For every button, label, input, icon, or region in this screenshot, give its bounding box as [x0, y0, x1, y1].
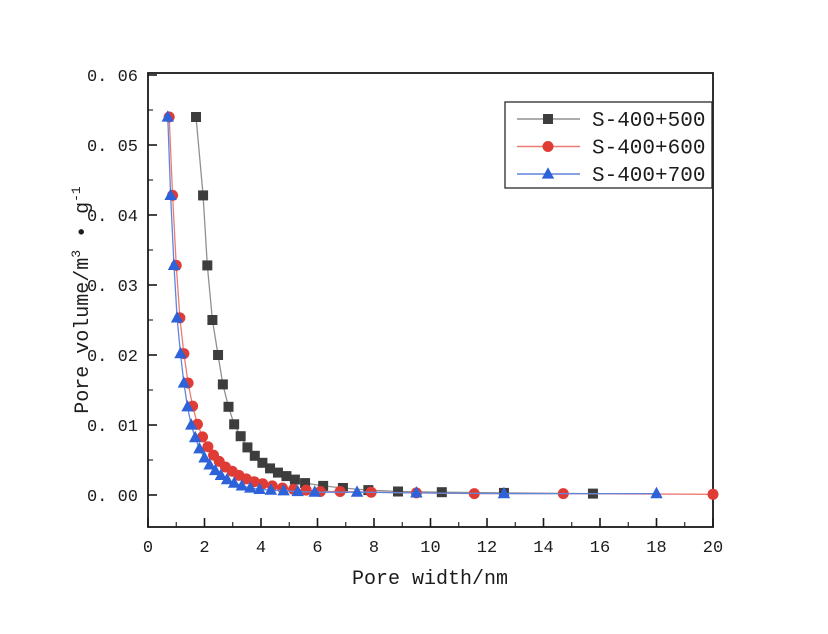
triangle-marker	[193, 442, 206, 454]
y-tick-label: 0. 05	[87, 138, 138, 157]
circle-marker	[202, 441, 214, 453]
triangle-marker	[277, 484, 290, 496]
triangle-marker	[308, 485, 321, 497]
triangle-marker	[244, 481, 257, 493]
x-tick-label: 18	[646, 539, 666, 558]
square-marker	[289, 474, 300, 485]
y-tick-label: 0. 01	[87, 418, 138, 437]
triangle-marker	[161, 110, 174, 122]
x-tick-label: 16	[590, 539, 610, 558]
y-axis-title-sup3: 3	[69, 250, 84, 258]
x-tick-label: 0	[143, 539, 153, 558]
triangle-marker	[220, 472, 234, 485]
axes-frame: 0 2 4 6 8 10 12 14 16 18 20 0. 00 0. 01 0. 02 0. 03 0. …	[87, 68, 723, 558]
triangle-marker	[164, 188, 177, 200]
x-tick-label: 10	[420, 539, 440, 558]
square-marker	[300, 478, 311, 489]
series-S-400+700	[161, 110, 663, 499]
triangle-marker	[198, 451, 211, 463]
y-axis-title-sup-1: -1	[69, 186, 84, 202]
x-tick-label: 14	[533, 539, 553, 558]
square-marker	[198, 190, 209, 201]
square-marker	[543, 114, 553, 124]
square-marker	[393, 486, 404, 497]
triangle-marker	[185, 418, 198, 430]
triangle-marker	[497, 486, 511, 499]
legend-label: S-400+700	[592, 165, 705, 188]
triangle-marker	[174, 346, 187, 359]
x-tick-label: 4	[256, 539, 266, 558]
y-tick-label: 0. 00	[87, 488, 138, 507]
square-marker	[257, 457, 268, 468]
triangle-marker	[291, 484, 304, 497]
x-tick-label: 20	[703, 539, 723, 558]
y-tick-label: 0. 03	[87, 278, 138, 297]
triangle-marker	[264, 483, 278, 495]
triangle-marker	[541, 167, 555, 179]
square-marker	[249, 450, 260, 461]
legend-label: S-400+500	[592, 110, 705, 133]
legend-label: S-400+600	[592, 138, 705, 161]
square-marker	[265, 463, 276, 474]
x-axis-title: Pore width/nm	[352, 568, 508, 591]
legend-entry-S-400+700: S-400+700	[517, 165, 705, 188]
square-marker	[436, 487, 447, 498]
square-marker	[229, 419, 240, 430]
square-marker	[213, 350, 224, 360]
triangle-marker	[650, 486, 663, 499]
square-marker	[242, 442, 253, 453]
triangle-marker	[235, 479, 248, 491]
square-marker	[217, 379, 228, 390]
triangle-marker	[181, 400, 194, 412]
triangle-marker	[177, 376, 191, 388]
square-marker	[272, 467, 283, 478]
triangle-marker	[214, 468, 228, 480]
circle-marker	[300, 484, 312, 496]
triangle-marker	[209, 463, 222, 476]
legend-entry-S-400+600: S-400+600	[517, 138, 705, 161]
x-tick-label: 12	[477, 539, 497, 558]
square-marker	[202, 260, 213, 271]
y-axis-title-base2: • g	[72, 202, 95, 250]
triangle-marker	[410, 486, 423, 498]
triangle-marker	[167, 258, 181, 270]
y-tick-label: 0. 02	[87, 348, 138, 367]
square-marker	[235, 431, 246, 442]
y-axis-title-base: Pore volume/m	[72, 258, 95, 414]
legend: S-400+500 S-400+600 S-400+700	[504, 101, 713, 189]
y-tick-label: 0. 04	[87, 208, 138, 227]
square-marker	[207, 315, 218, 325]
x-tick-label: 2	[199, 539, 209, 558]
data-series	[161, 110, 719, 500]
square-marker	[223, 401, 234, 412]
triangle-marker	[203, 458, 216, 470]
square-marker	[191, 112, 202, 122]
circle-marker	[542, 141, 554, 152]
square-marker	[281, 471, 292, 482]
circle-marker	[334, 486, 346, 497]
square-marker	[318, 480, 329, 491]
triangle-marker	[170, 311, 184, 323]
circle-marker	[707, 488, 719, 500]
y-tick-label: 0. 06	[87, 68, 138, 87]
triangle-marker	[188, 430, 202, 443]
triangle-marker	[253, 482, 266, 494]
x-tick-label: 6	[312, 539, 322, 558]
triangle-marker	[350, 485, 364, 497]
y-axis-title: Pore volume/m3 • g-1	[69, 186, 95, 414]
triangle-marker	[227, 476, 241, 488]
legend-entry-S-400+500: S-400+500	[517, 110, 705, 133]
x-tick-label: 8	[369, 539, 379, 558]
